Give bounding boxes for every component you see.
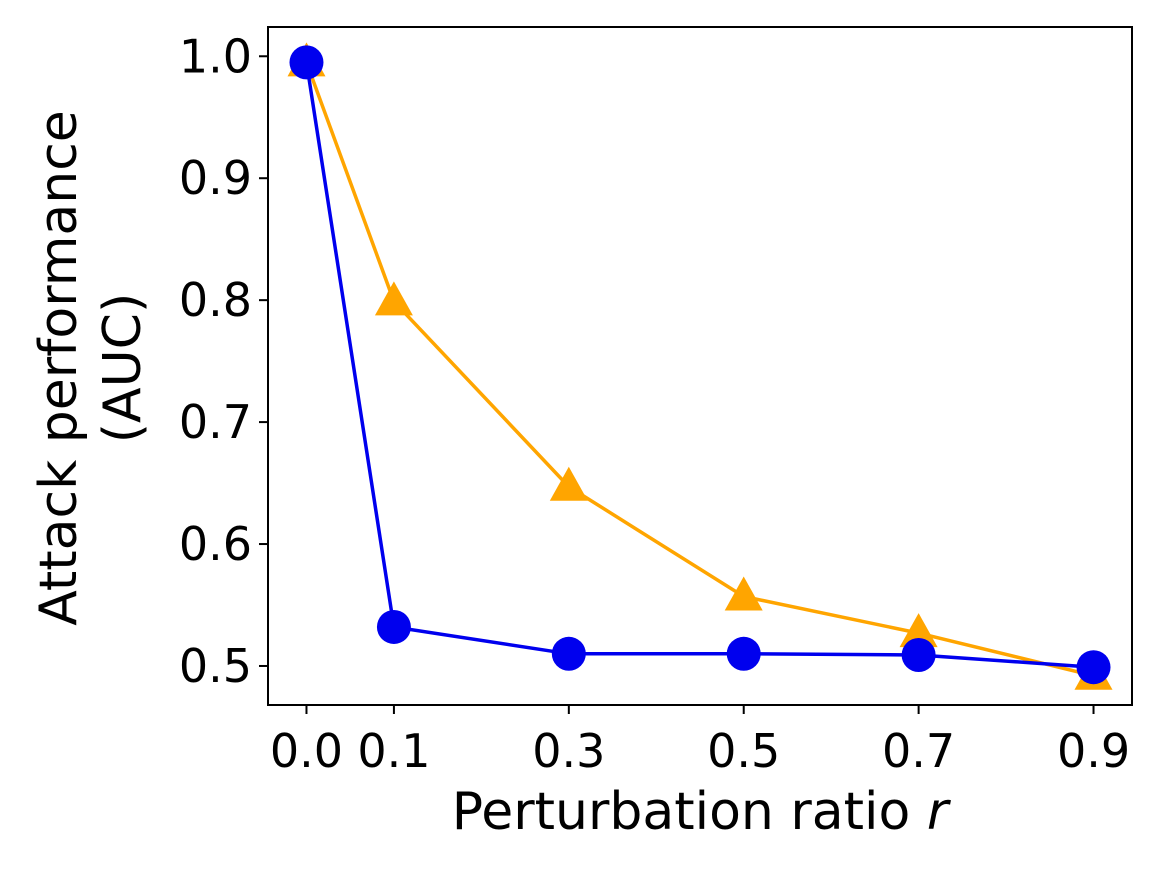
data-point — [374, 281, 413, 316]
x-tick-label: 0.7 — [882, 724, 955, 778]
x-tick-label: 0.9 — [1057, 724, 1130, 778]
y-tick-label: 0.8 — [179, 273, 252, 327]
y-tick-label: 0.5 — [179, 639, 252, 693]
y-tick-label: 0.6 — [179, 517, 252, 571]
data-point — [726, 636, 761, 671]
y-axis-ticks: 0.5 0.6 0.7 0.8 0.9 1.0 — [179, 29, 268, 693]
x-axis-ticks: 0.0 0.1 0.3 0.5 0.7 0.9 — [270, 705, 1130, 778]
data-point — [376, 609, 411, 644]
series-circle — [289, 45, 1111, 685]
y-tick-label: 0.9 — [179, 151, 252, 205]
plot-area-frame — [267, 26, 1133, 706]
y-tick-label: 0.7 — [179, 395, 252, 449]
x-tick-label: 0.5 — [707, 724, 780, 778]
series-triangle — [287, 42, 1113, 690]
data-point — [901, 638, 936, 673]
series-layer — [287, 42, 1113, 690]
y-axis-label-line1: Attack performance — [29, 110, 89, 626]
data-point — [549, 466, 588, 501]
y-axis-label: Attack performance (AUC) — [29, 110, 153, 626]
data-point — [899, 613, 938, 648]
data-point — [1076, 650, 1111, 685]
x-axis-label: Perturbation ratio r — [452, 782, 952, 842]
x-tick-label: 0.0 — [270, 724, 343, 778]
series-line — [304, 62, 1094, 669]
data-point — [551, 636, 586, 671]
x-axis-label-text: Perturbation ratio — [452, 782, 911, 842]
y-axis-label-line2: (AUC) — [93, 293, 153, 444]
data-point — [724, 576, 763, 611]
x-tick-label: 0.1 — [357, 724, 430, 778]
y-tick-label: 1.0 — [179, 29, 252, 83]
x-axis-label-variable: r — [927, 782, 952, 842]
series-line — [304, 61, 1094, 678]
data-point — [289, 45, 324, 80]
x-tick-label: 0.3 — [532, 724, 605, 778]
